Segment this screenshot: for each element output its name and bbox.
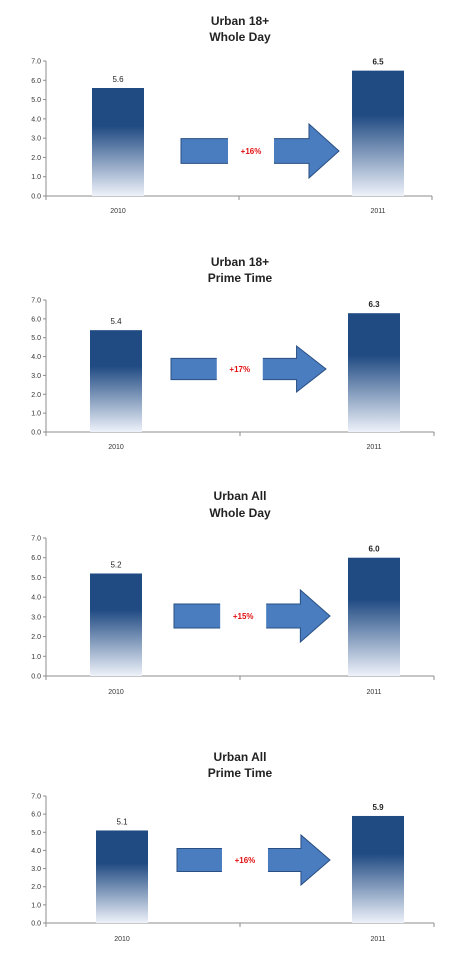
y-tick-label: 7.0 bbox=[31, 59, 41, 66]
y-tick-label: 2.0 bbox=[31, 884, 41, 891]
chart-title-line-2: Prime Time bbox=[208, 766, 273, 780]
y-tick-label: 0.0 bbox=[31, 921, 41, 928]
y-tick-label: 3.0 bbox=[31, 136, 41, 143]
category-label: 2010 bbox=[108, 689, 124, 696]
y-tick-label: 1.0 bbox=[31, 654, 41, 661]
y-tick-label: 4.0 bbox=[31, 354, 41, 361]
chart-title-line-1: Urban All bbox=[214, 750, 267, 764]
category-label: 2010 bbox=[114, 936, 130, 943]
bar-chart-3: Urban All Whole Day 0.0 1.0 2.0 3.0 4.0 5.0 6.0 7… bbox=[31, 489, 435, 696]
bar-2010 bbox=[96, 830, 148, 923]
change-label-box bbox=[216, 356, 263, 382]
y-tick-label: 7.0 bbox=[31, 536, 41, 543]
bar-2010 bbox=[90, 573, 142, 676]
change-label-box bbox=[221, 846, 268, 874]
y-tick-label: 2.0 bbox=[31, 634, 41, 641]
data-label: 6.0 bbox=[368, 545, 380, 554]
change-label-box bbox=[227, 136, 274, 166]
data-label: 5.1 bbox=[116, 817, 128, 826]
chart-title-line-1: Urban All bbox=[214, 489, 267, 503]
y-tick-label: 6.0 bbox=[31, 316, 41, 323]
chart-title-line-1: Urban 18+ bbox=[211, 255, 269, 269]
chart-title-line-2: Prime Time bbox=[208, 271, 273, 285]
y-tick-label: 0.0 bbox=[31, 194, 41, 201]
category-label: 2010 bbox=[108, 444, 124, 451]
y-tick-label: 6.0 bbox=[31, 812, 41, 819]
bar-2011 bbox=[352, 815, 404, 923]
change-label: +17% bbox=[229, 365, 250, 374]
category-label: 2011 bbox=[370, 208, 385, 215]
y-tick-label: 6.0 bbox=[31, 555, 41, 562]
y-tick-label: 5.0 bbox=[31, 335, 41, 342]
bar-2011 bbox=[352, 70, 404, 196]
bar-2011 bbox=[348, 557, 400, 676]
y-tick-label: 7.0 bbox=[31, 794, 41, 801]
y-tick-label: 1.0 bbox=[31, 902, 41, 909]
y-tick-label: 6.0 bbox=[31, 78, 41, 85]
chart-title-line-2: Whole Day bbox=[209, 506, 271, 520]
bar-2010 bbox=[90, 330, 142, 432]
category-label: 2011 bbox=[366, 444, 381, 451]
y-tick-label: 4.0 bbox=[31, 595, 41, 602]
bar-chart-1: Urban 18+ Whole Day 0.0 1.0 2.0 3.0 4.0 5.0 6.0 7… bbox=[31, 14, 433, 215]
bar-chart-4: Urban All Prime Time 0.0 1.0 2.0 3.0 4.0 5.0 6.0… bbox=[31, 750, 435, 943]
bar-2010 bbox=[92, 88, 144, 196]
data-label: 5.9 bbox=[372, 803, 384, 812]
bar-chart-2: Urban 18+ Prime Time 0.0 1.0 2.0 3.0 4.0 5.0 6.0… bbox=[31, 255, 435, 451]
y-tick-label: 0.0 bbox=[31, 430, 41, 437]
y-tick-label: 3.0 bbox=[31, 866, 41, 873]
bar-2011 bbox=[348, 313, 400, 432]
y-tick-label: 1.0 bbox=[31, 411, 41, 418]
category-label: 2011 bbox=[370, 936, 385, 943]
change-label: +16% bbox=[235, 856, 256, 865]
y-tick-label: 5.0 bbox=[31, 97, 41, 104]
change-label: +15% bbox=[233, 612, 254, 621]
data-label: 5.4 bbox=[110, 317, 122, 326]
y-tick-label: 0.0 bbox=[31, 674, 41, 681]
y-tick-label: 5.0 bbox=[31, 575, 41, 582]
y-tick-label: 4.0 bbox=[31, 848, 41, 855]
y-tick-label: 3.0 bbox=[31, 373, 41, 380]
y-tick-label: 4.0 bbox=[31, 116, 41, 123]
data-label: 5.6 bbox=[112, 75, 124, 84]
chart-title-line-2: Whole Day bbox=[209, 30, 271, 44]
change-label: +16% bbox=[241, 147, 262, 156]
y-tick-label: 2.0 bbox=[31, 392, 41, 399]
y-tick-label: 2.0 bbox=[31, 155, 41, 162]
y-tick-label: 5.0 bbox=[31, 830, 41, 837]
y-tick-label: 3.0 bbox=[31, 614, 41, 621]
category-label: 2011 bbox=[366, 689, 381, 696]
data-label: 6.3 bbox=[368, 300, 380, 309]
y-tick-label: 1.0 bbox=[31, 174, 41, 181]
y-tick-label: 7.0 bbox=[31, 298, 41, 305]
category-label: 2010 bbox=[110, 208, 126, 215]
chart-title-line-1: Urban 18+ bbox=[211, 14, 269, 28]
data-label: 5.2 bbox=[110, 560, 122, 569]
change-label-box bbox=[220, 602, 267, 630]
data-label: 6.5 bbox=[372, 58, 384, 67]
